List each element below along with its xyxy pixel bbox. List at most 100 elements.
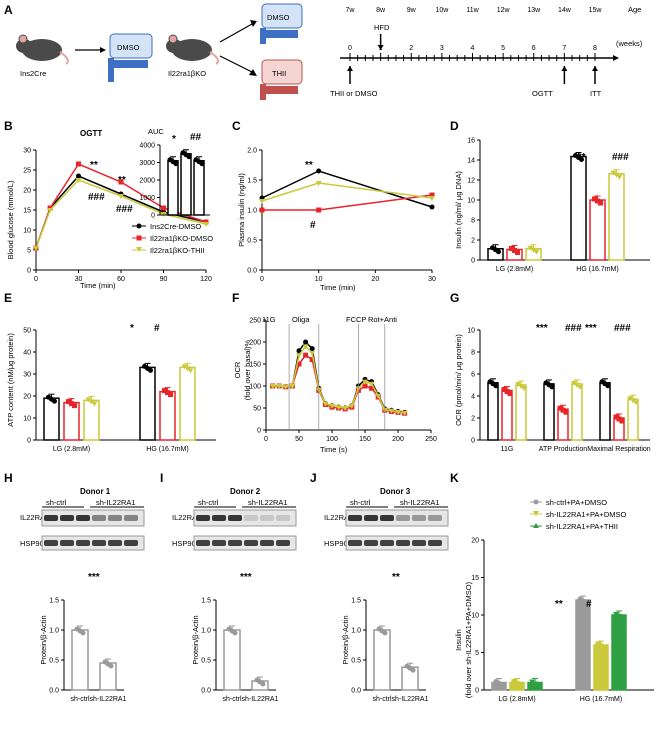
y-tick-label: 30 xyxy=(23,148,31,155)
blot-lane-label: sh-ctrl xyxy=(198,498,219,507)
chart-J: 0.0 0.5 1.0 1.5 sh-ctrl sh-IL22RA1 xyxy=(351,598,428,704)
x-tick-label: Maximal Respiration xyxy=(587,446,651,453)
sig-e-2: # xyxy=(154,323,160,334)
blot-band xyxy=(212,540,226,546)
auc-title: AUC xyxy=(148,127,164,136)
data-point xyxy=(322,401,329,407)
sig-j: ** xyxy=(392,572,400,583)
blot-band xyxy=(348,540,362,546)
x-tick-label: LG (2.8mM) xyxy=(53,446,90,453)
y-tick-label: 1.5 xyxy=(49,598,59,605)
y-tick-label: 2000 xyxy=(139,178,155,185)
y-tick-label: 0.5 xyxy=(247,238,257,245)
bar xyxy=(543,383,555,441)
data-point xyxy=(549,384,555,390)
y-tick-label: 6 xyxy=(471,372,475,379)
blot-label: IL22RA1 xyxy=(172,513,201,522)
panel-letter-e: E xyxy=(4,291,12,305)
bar xyxy=(139,366,156,441)
c-ylabel: Plasma insulin (ng/ml) xyxy=(237,173,246,247)
legend-item: sh-ctrl+PA+DMSO xyxy=(546,498,607,507)
data-point xyxy=(162,388,167,394)
weeks-label: (weeks) xyxy=(616,39,643,48)
blot-band xyxy=(44,515,58,521)
g-ylabel: OCR (pmol/min/ μg protein) xyxy=(454,334,463,426)
x-tick-label: 150 xyxy=(359,436,371,443)
y-tick-label: 0.0 xyxy=(201,688,211,695)
sig-b-4: ### xyxy=(116,204,133,215)
timeline-marker-head xyxy=(561,66,568,71)
y-tick-label: 10 xyxy=(23,228,31,235)
blot-band xyxy=(364,515,378,521)
bar xyxy=(167,160,179,216)
blot-label: IL22RA1 xyxy=(20,513,49,522)
data-point xyxy=(362,379,368,385)
sig-d-2: ### xyxy=(612,152,629,163)
bar xyxy=(611,614,627,691)
k-ylabel2: (fold over sh-IL22RA1+PA+DMSO) xyxy=(464,581,473,698)
blot-lane-label: sh-IL22RA1 xyxy=(400,498,440,507)
data-point xyxy=(368,381,375,387)
x-tick-label: 200 xyxy=(392,436,404,443)
donor1-title: Donor 1 xyxy=(80,487,111,496)
y-tick-label: 5 xyxy=(475,650,479,657)
data-point xyxy=(66,399,71,405)
y-tick-label: 150 xyxy=(249,362,261,369)
data-point xyxy=(627,396,633,402)
week-label: 8 xyxy=(593,45,597,52)
blot-band xyxy=(60,515,74,521)
data-point xyxy=(512,248,517,253)
data-point xyxy=(296,361,302,367)
chart-C: 0.0 0.5 1.0 1.5 2.0 0 10 20 30 xyxy=(247,148,436,284)
k-ylabel: Insulin xyxy=(454,629,463,651)
x-tick-label: sh-IL22RA1 xyxy=(392,696,429,703)
data-point xyxy=(633,400,639,406)
data-point xyxy=(511,679,517,684)
sig-b-3: ### xyxy=(88,192,105,203)
y-tick-label: 0 xyxy=(471,258,475,265)
timeline: 0123456787w8w9w10w11w12w13w14w15w xyxy=(340,7,619,84)
blot-band xyxy=(92,515,106,521)
y-tick-label: 30 xyxy=(23,372,31,379)
data-point xyxy=(619,418,625,424)
blot-band xyxy=(196,540,210,546)
h-ylabel: Protein/β-Actin xyxy=(39,615,48,664)
data-point xyxy=(232,630,238,636)
sig-h: *** xyxy=(88,572,100,583)
legend-k: sh-ctrl+PA+DMSO sh-IL22RA1+PA+DMSO sh-IL… xyxy=(530,498,626,531)
x-tick-label: sh-ctrl xyxy=(70,696,90,703)
data-point xyxy=(583,600,589,606)
itt-label: ITT xyxy=(590,89,602,98)
y-tick-label: 20 xyxy=(23,394,31,401)
blot-band xyxy=(364,540,378,546)
data-point xyxy=(52,398,57,404)
blot-lane-label: sh-IL22RA1 xyxy=(248,498,288,507)
panel-letter-b: B xyxy=(4,119,13,133)
panel-letter-k: K xyxy=(450,471,459,485)
x-tick-label: sh-IL22RA1 xyxy=(242,696,279,703)
x-tick-label: 11G xyxy=(501,446,514,453)
data-point xyxy=(571,380,577,386)
data-point xyxy=(535,683,541,689)
blot-band xyxy=(44,540,58,546)
data-point xyxy=(76,161,81,167)
series-line xyxy=(261,170,433,208)
arrow-head xyxy=(249,69,257,76)
series-line xyxy=(262,194,433,211)
panel-letter-f: F xyxy=(232,291,239,305)
bar xyxy=(223,629,241,691)
bar xyxy=(599,382,611,441)
x-tick-label: 90 xyxy=(160,276,168,283)
data-point xyxy=(518,384,524,389)
data-point xyxy=(118,179,124,185)
data-point xyxy=(515,250,520,255)
data-point xyxy=(521,386,527,391)
week-label: 3 xyxy=(440,45,444,52)
blot-band xyxy=(228,515,242,521)
blot-band xyxy=(412,515,426,521)
x-tick-label: 0 xyxy=(34,276,38,283)
y-tick-label: 1.0 xyxy=(49,628,59,635)
data-point xyxy=(148,367,153,373)
d-ylabel: Insulin (ng/ml/ μg DNA) xyxy=(454,171,463,249)
bar xyxy=(180,153,192,216)
